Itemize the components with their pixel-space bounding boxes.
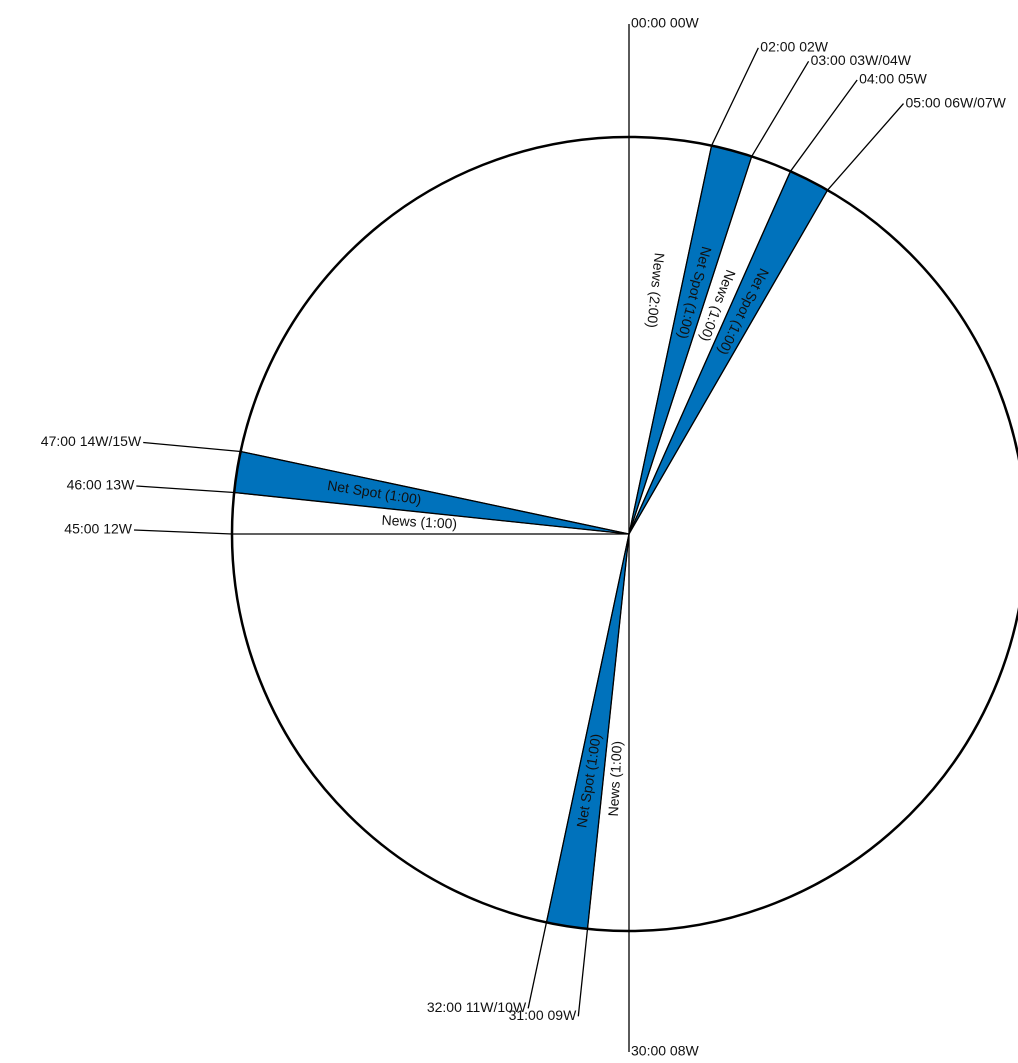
marker-leader-4 <box>827 103 904 191</box>
marker-leader-3 <box>789 79 858 172</box>
marker-leader-7 <box>527 922 548 1009</box>
segment-labels: News (2:00) Net Spot (1:00)News (1:00)Net… <box>326 245 772 829</box>
marker-leader-9 <box>136 485 235 494</box>
news-segment-label-5: News (1:00) <box>605 741 625 817</box>
boundary-line-10 <box>240 450 630 535</box>
marker-label-7: 32:00 11W/10W <box>427 999 527 1015</box>
boundary-line-7 <box>545 533 630 923</box>
boundary-line-2 <box>628 156 753 535</box>
marker-label-1: 02:00 02W <box>760 39 828 55</box>
marker-label-10: 47:00 14W/15W <box>41 433 142 449</box>
marker-label-2: 03:00 03W/04W <box>811 52 912 68</box>
marker-leader-10 <box>143 441 241 453</box>
marker-leader-2 <box>751 60 810 157</box>
boundary-line-6 <box>586 533 630 929</box>
marker-leader-1 <box>710 47 759 146</box>
news-segment-label-7: News (1:00) <box>381 512 457 532</box>
marker-label-0: 00:00 00W <box>631 15 699 31</box>
marker-label-3: 04:00 05W <box>859 71 927 87</box>
segment-wedges <box>233 145 829 930</box>
boundary-line-1 <box>628 145 713 535</box>
boundary-line-3 <box>628 171 792 535</box>
marker-label-6: 31:00 09W <box>509 1007 577 1023</box>
marker-leader-6 <box>577 928 589 1017</box>
marker-label-5: 30:00 08W <box>631 1043 699 1059</box>
boundary-line-4 <box>628 189 829 535</box>
marker-label-9: 46:00 13W <box>67 477 135 493</box>
boundary-line-9 <box>234 491 630 535</box>
marker-label-4: 05:00 06W/07W <box>906 94 1007 110</box>
news-segment-label-0: News (2:00) <box>644 252 668 329</box>
marker-leader-8 <box>133 529 233 535</box>
segment-boundary-lines <box>133 24 904 1052</box>
marker-label-8: 45:00 12W <box>64 521 132 537</box>
